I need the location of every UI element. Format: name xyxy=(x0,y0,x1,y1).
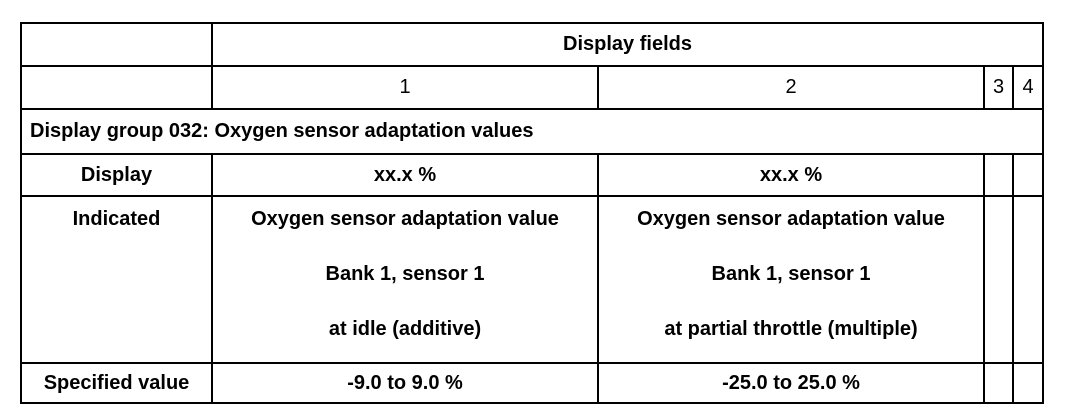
cell-line: Bank 1, sensor 1 xyxy=(325,263,485,285)
cell: -9.0 to 9.0 % xyxy=(211,362,599,404)
cell-line: at idle (additive) xyxy=(328,318,482,340)
row-label: Display xyxy=(20,153,213,197)
cell-line: -9.0 to 9.0 % xyxy=(347,371,463,394)
header-cell: Display fields xyxy=(211,22,1044,67)
empty-cell xyxy=(1012,195,1044,364)
empty-cell xyxy=(983,362,1014,404)
group-title: Display group 032: Oxygen sensor adaptat… xyxy=(20,108,1044,155)
group-row: Display group 032: Oxygen sensor adaptat… xyxy=(20,108,1044,155)
row: Display xx.x % xx.x % xyxy=(20,153,1044,197)
cell: Oxygen sensor adaptation value Bank 1, s… xyxy=(597,195,985,364)
column-number: 1 xyxy=(211,65,599,110)
row: Indicated Oxygen sensor adaptation value… xyxy=(20,195,1044,364)
cell-line: xx.x % xyxy=(759,163,823,186)
cell-line: at partial throttle (multiple) xyxy=(664,318,918,340)
cell-line: -25.0 to 25.0 % xyxy=(722,371,860,394)
empty-cell xyxy=(983,153,1014,197)
cell: xx.x % xyxy=(597,153,985,197)
cell-line: Oxygen sensor adaptation value xyxy=(251,208,559,230)
row-label: Specified value xyxy=(20,362,213,404)
empty-cell xyxy=(1012,153,1044,197)
row-label-text: Indicated xyxy=(72,208,161,230)
header-row: Display fields xyxy=(20,22,1044,67)
column-number: 2 xyxy=(597,65,985,110)
display-table: Display fields 1 2 3 4 Display group 032… xyxy=(20,22,1044,404)
empty-cell xyxy=(1012,362,1044,404)
cell-line: xx.x % xyxy=(373,163,437,186)
row-label: Indicated xyxy=(20,195,213,364)
cell: -25.0 to 25.0 % xyxy=(597,362,985,404)
corner-cell xyxy=(20,22,213,67)
empty-cell xyxy=(983,195,1014,364)
cell: xx.x % xyxy=(211,153,599,197)
cell-line: Bank 1, sensor 1 xyxy=(711,263,871,285)
column-number: 4 xyxy=(1012,65,1044,110)
cell: Oxygen sensor adaptation value Bank 1, s… xyxy=(211,195,599,364)
row: Specified value -9.0 to 9.0 % -25.0 to 2… xyxy=(20,362,1044,404)
column-row: 1 2 3 4 xyxy=(20,65,1044,110)
column-number: 3 xyxy=(983,65,1014,110)
corner-cell xyxy=(20,65,213,110)
cell-line: Oxygen sensor adaptation value xyxy=(637,208,945,230)
